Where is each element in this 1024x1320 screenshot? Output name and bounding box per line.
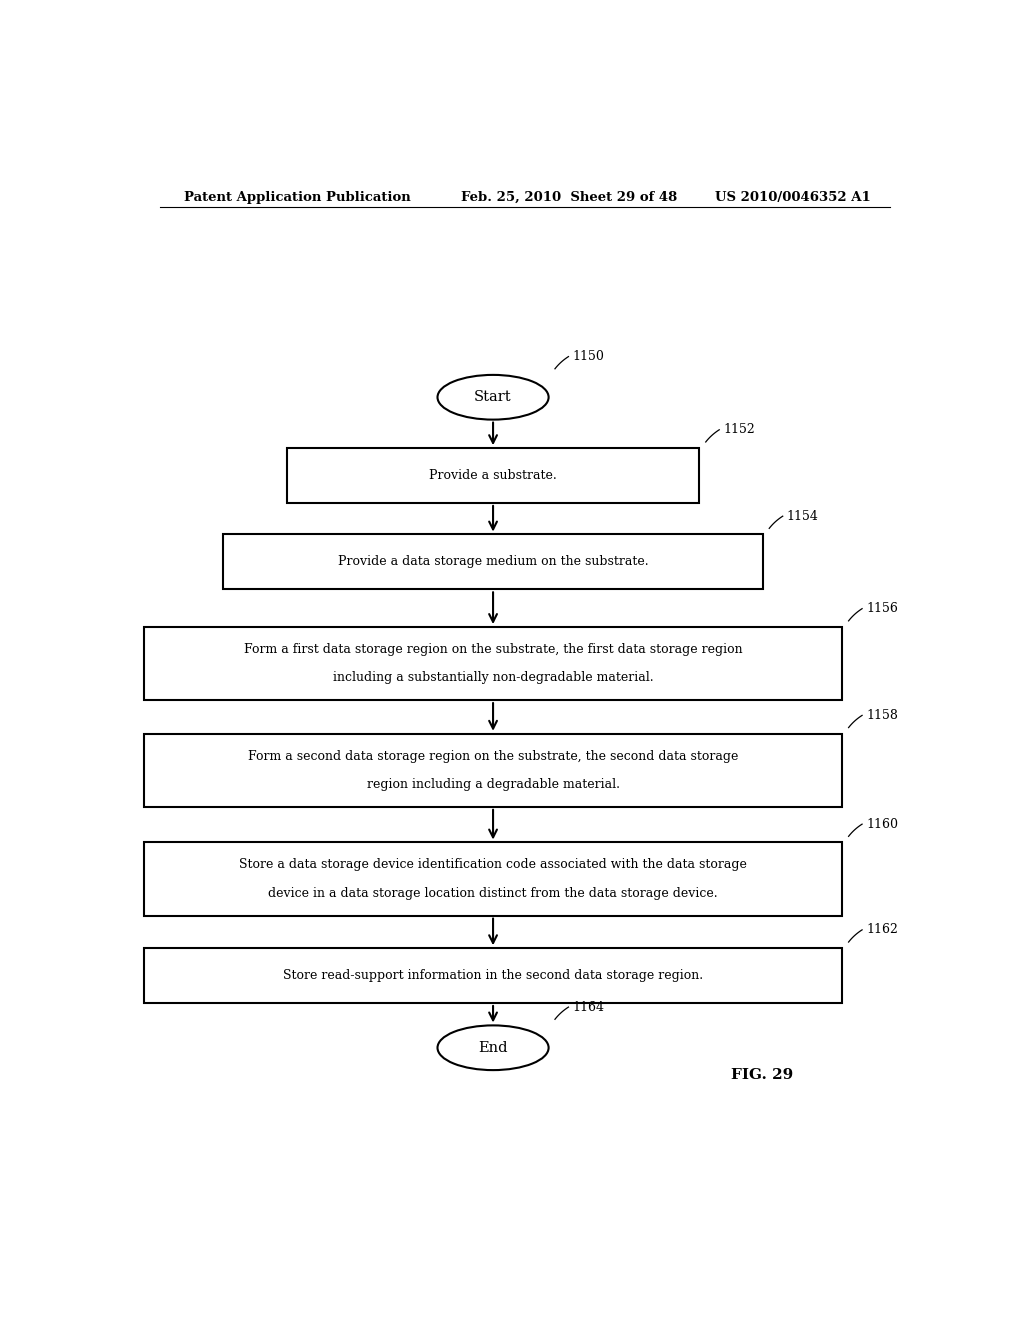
FancyBboxPatch shape [143,948,842,1003]
Text: 1158: 1158 [866,709,898,722]
Text: 1154: 1154 [786,510,818,523]
Text: including a substantially non-degradable material.: including a substantially non-degradable… [333,672,653,684]
Text: Start: Start [474,391,512,404]
Ellipse shape [437,375,549,420]
Text: US 2010/0046352 A1: US 2010/0046352 A1 [715,190,871,203]
Text: 1164: 1164 [572,1001,604,1014]
Text: region including a degradable material.: region including a degradable material. [367,777,620,791]
Text: Patent Application Publication: Patent Application Publication [183,190,411,203]
Text: Provide a data storage medium on the substrate.: Provide a data storage medium on the sub… [338,556,648,569]
FancyBboxPatch shape [223,535,763,589]
Text: Store read-support information in the second data storage region.: Store read-support information in the se… [283,969,703,982]
Text: Form a second data storage region on the substrate, the second data storage: Form a second data storage region on the… [248,750,738,763]
FancyBboxPatch shape [287,447,699,503]
FancyBboxPatch shape [143,842,842,916]
Text: FIG. 29: FIG. 29 [731,1068,794,1082]
Text: Store a data storage device identification code associated with the data storage: Store a data storage device identificati… [240,858,746,871]
Text: Form a first data storage region on the substrate, the first data storage region: Form a first data storage region on the … [244,643,742,656]
FancyBboxPatch shape [143,627,842,700]
Text: End: End [478,1040,508,1055]
FancyBboxPatch shape [143,734,842,807]
Text: 1150: 1150 [572,350,604,363]
Text: Feb. 25, 2010  Sheet 29 of 48: Feb. 25, 2010 Sheet 29 of 48 [461,190,678,203]
Text: 1152: 1152 [723,424,755,437]
Text: 1156: 1156 [866,602,898,615]
Text: Provide a substrate.: Provide a substrate. [429,469,557,482]
Ellipse shape [437,1026,549,1071]
Text: device in a data storage location distinct from the data storage device.: device in a data storage location distin… [268,887,718,900]
Text: 1162: 1162 [866,924,898,936]
Text: 1160: 1160 [866,817,898,830]
